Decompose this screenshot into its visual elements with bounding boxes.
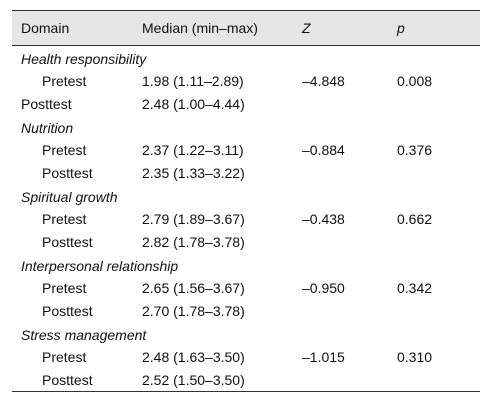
cell-label: Posttest [42,302,93,319]
cell-median: 2.79 (1.89–3.67) [142,210,245,227]
cell-p: 0.342 [397,279,433,296]
group-row: Stress management [12,322,480,345]
cell-label: Posttest [12,368,142,392]
header-row: Domain Median (min–max) Z p [12,10,480,46]
cell-z [302,368,397,392]
group-row: Spiritual growth [12,184,480,207]
cell-label: Posttest [42,233,93,250]
cell-label: Posttest [21,95,72,112]
group-name: Spiritual growth [21,188,118,205]
table-row: Pretest 2.79 (1.89–3.67) –0.438 0.662 [12,207,480,230]
results-table-container: Domain Median (min–max) Z p Health respo… [12,10,480,392]
cell-p: 0.310 [397,348,433,365]
cell-p [397,299,480,322]
header-z: Z [302,10,397,46]
cell-p: 0.376 [397,141,433,158]
table-row: Pretest 2.65 (1.56–3.67) –0.950 0.342 [12,276,480,299]
cell-z [302,299,397,322]
cell-p: 0.662 [397,210,433,227]
table-row: Posttest 2.70 (1.78–3.78) [12,299,480,322]
cell-p [397,368,480,392]
cell-z: –0.438 [302,210,345,227]
cell-z [302,161,397,184]
header-p-text: p [397,20,405,36]
table-row: Pretest 1.98 (1.11–2.89) –4.848 0.008 [12,69,480,92]
table-row: Pretest 2.48 (1.63–3.50) –1.015 0.310 [12,345,480,368]
cell-z: –0.884 [302,141,345,158]
cell-median: 2.48 (1.00–4.44) [142,95,245,112]
group-row: Health responsibility [12,46,480,70]
cell-z [302,92,397,115]
results-table: Domain Median (min–max) Z p Health respo… [12,10,480,392]
cell-z: –0.950 [302,279,345,296]
group-name: Interpersonal relationship [21,257,179,274]
table-row: Pretest 2.37 (1.22–3.11) –0.884 0.376 [12,138,480,161]
table-row: Posttest 2.35 (1.33–3.22) [12,161,480,184]
table-row: Posttest 2.48 (1.00–4.44) [12,92,480,115]
table-row: Posttest 2.52 (1.50–3.50) [12,368,480,392]
cell-p [397,92,480,115]
cell-median: 1.98 (1.11–2.89) [142,72,244,89]
table-body: Health responsibility Pretest 1.98 (1.11–2… [12,46,480,392]
group-name: Nutrition [21,119,74,136]
cell-median: 2.48 (1.63–3.50) [142,348,245,365]
group-row: Nutrition [12,115,480,138]
group-row: Interpersonal relationship [12,253,480,276]
header-domain: Domain [12,10,142,46]
cell-z: –4.848 [302,72,345,89]
table-header: Domain Median (min–max) Z p [12,10,480,46]
cell-z [302,230,397,253]
cell-median: 2.65 (1.56–3.67) [142,279,245,296]
cell-z: –1.015 [302,348,345,365]
cell-label: Pretest [42,210,87,227]
cell-median: 2.70 (1.78–3.78) [142,302,245,319]
table-row: Posttest 2.82 (1.78–3.78) [12,230,480,253]
group-name: Stress management [21,326,147,343]
cell-median: 2.37 (1.22–3.11) [142,141,244,158]
cell-p [397,161,480,184]
cell-label: Pretest [42,141,87,158]
cell-label: Pretest [42,72,87,89]
group-name: Health responsibility [21,50,147,67]
cell-p [397,230,480,253]
cell-p: 0.008 [397,72,433,89]
cell-median: 2.52 (1.50–3.50) [142,368,302,392]
cell-median: 2.35 (1.33–3.22) [142,164,245,181]
header-z-text: Z [302,20,311,36]
cell-label: Pretest [42,279,87,296]
header-median: Median (min–max) [142,10,302,46]
cell-label: Posttest [42,164,93,181]
cell-label: Pretest [42,348,87,365]
header-p: p [397,10,480,46]
cell-median: 2.82 (1.78–3.78) [142,233,245,250]
